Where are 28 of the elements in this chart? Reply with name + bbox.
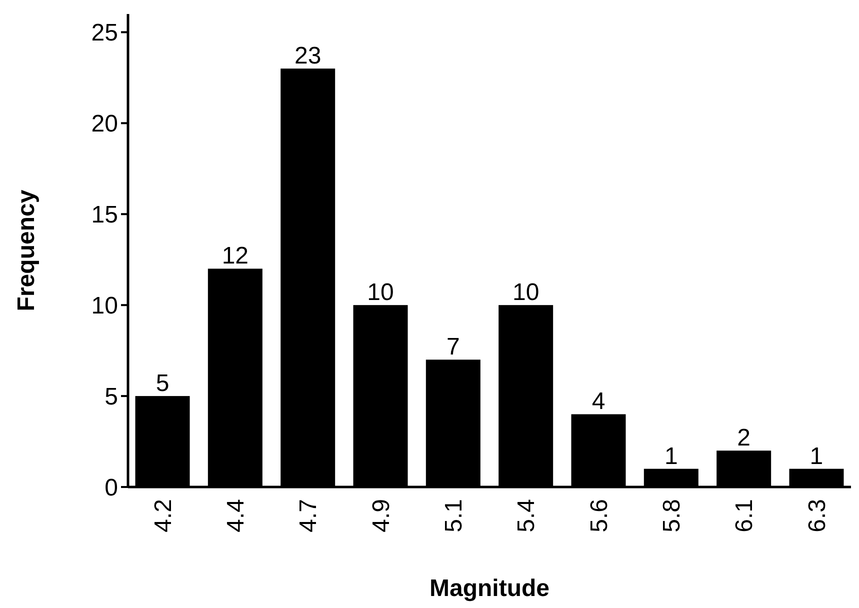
x-tick-label: 5.4 bbox=[513, 499, 540, 532]
x-tick-label: 5.1 bbox=[440, 499, 468, 532]
y-tick-label: 15 bbox=[91, 202, 118, 229]
data-label: 10 bbox=[367, 279, 394, 306]
x-tick-label: 6.1 bbox=[731, 499, 758, 532]
y-tick-label: 25 bbox=[91, 20, 118, 47]
data-label: 12 bbox=[222, 242, 249, 270]
data-label: 2 bbox=[737, 424, 750, 452]
x-axis-title: Magnitude bbox=[430, 575, 550, 602]
y-tick-label: 5 bbox=[104, 383, 118, 410]
data-label: 10 bbox=[512, 279, 540, 306]
x-tick-label: 4.7 bbox=[295, 499, 322, 532]
data-label: 7 bbox=[446, 334, 460, 361]
y-tick-label: 10 bbox=[91, 292, 118, 320]
data-label: 23 bbox=[294, 42, 322, 70]
x-tick-label: 5.8 bbox=[658, 499, 686, 532]
data-label: 1 bbox=[664, 442, 678, 470]
x-tick-label: 4.2 bbox=[150, 499, 177, 532]
y-tick-label: 0 bbox=[104, 474, 118, 502]
x-tick-label: 5.6 bbox=[586, 499, 613, 532]
y-axis-title: Frequency bbox=[13, 189, 40, 312]
data-label: 1 bbox=[810, 442, 824, 470]
data-label: 4 bbox=[592, 388, 606, 416]
data-label: 5 bbox=[156, 370, 170, 398]
x-tick-label: 4.4 bbox=[222, 499, 250, 532]
x-tick-label: 6.3 bbox=[804, 499, 831, 532]
x-tick-label: 4.9 bbox=[368, 499, 395, 532]
y-tick-label: 20 bbox=[91, 110, 118, 138]
